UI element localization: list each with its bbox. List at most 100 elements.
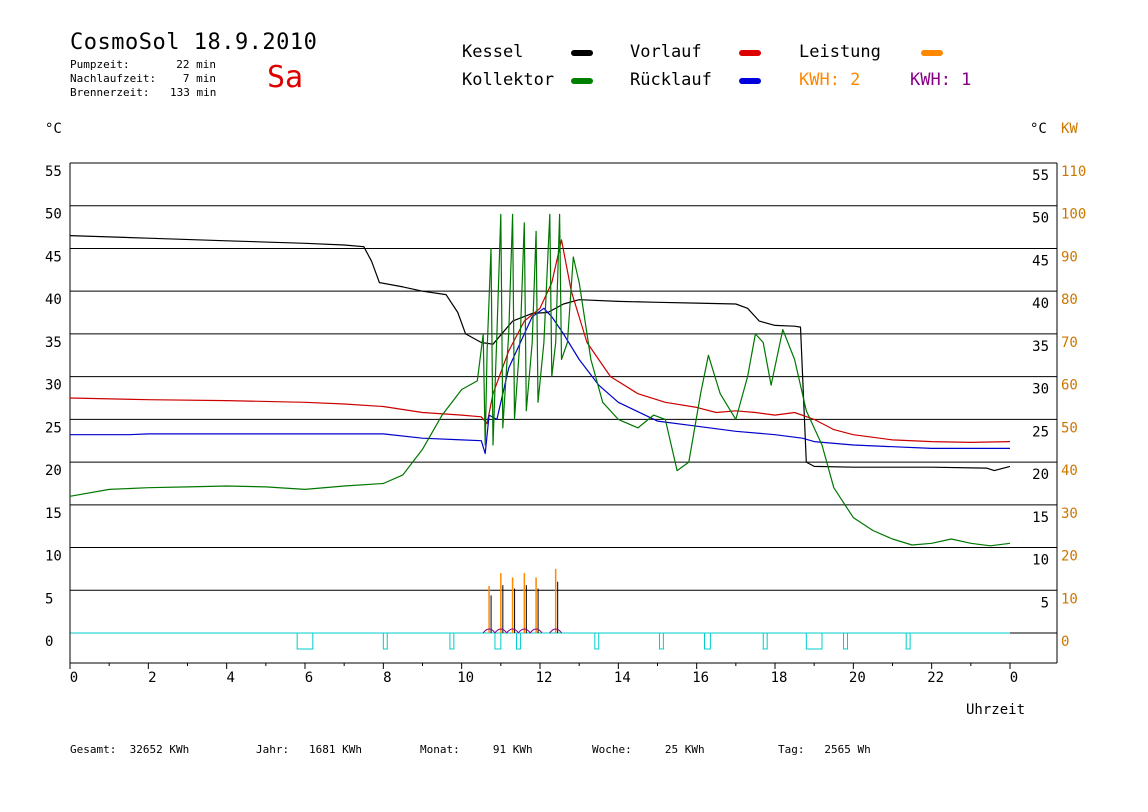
y-right-tick-label: 30 <box>1032 382 1049 398</box>
pump-marker <box>805 632 823 650</box>
y-left-tick-label: 30 <box>45 378 62 394</box>
series-line-kollektor <box>69 213 1011 547</box>
y-right-tick-label: 5 <box>1041 595 1049 611</box>
series-line-ruecklauf <box>70 307 1010 455</box>
y-right-tick-label: 20 <box>1032 467 1049 483</box>
kwh-bump <box>549 628 563 634</box>
pump-marker <box>658 632 664 650</box>
y-right2-tick-label: 70 <box>1061 335 1078 351</box>
legend-kollektor: Kollektor <box>462 70 554 90</box>
y-right2-tick-label: 0 <box>1061 634 1069 650</box>
y-right2-tick-label: 20 <box>1061 549 1078 565</box>
legend-label: Kollektor <box>462 70 555 90</box>
y-right-tick-label: 10 <box>1032 553 1049 569</box>
x-tick-label: 2 <box>148 670 156 686</box>
y-left-tick-label: 10 <box>45 549 62 565</box>
series-line-kessel <box>69 235 1011 472</box>
footer-gesamt: Gesamt: 32652 KWh <box>70 743 189 756</box>
kwh-label-1: KWH: 2 <box>799 70 861 90</box>
footer-jahr: Jahr: 1681 KWh <box>256 743 362 756</box>
x-tick-label: 22 <box>927 670 944 686</box>
info-label: Brennerzeit: <box>70 86 150 99</box>
footer-tag: Tag: 2565 Wh <box>778 743 871 756</box>
info-row-brennerzeit: Brennerzeit: 133 min <box>70 86 216 100</box>
y-left-tick-label: 20 <box>45 463 62 479</box>
info-row-pumpzeit: Pumpzeit: 22 min <box>70 58 216 72</box>
legend-swatch-vorlauf <box>739 50 761 56</box>
day-label: Sa <box>267 60 304 95</box>
y-right-tick-label: 40 <box>1032 296 1049 312</box>
legend-label: Kessel <box>462 42 524 62</box>
y-left-tick-label: 45 <box>45 249 62 265</box>
footer-value: 32652 KWh <box>129 743 190 756</box>
y-right2-tick-label: 60 <box>1061 378 1078 394</box>
y-left-tick-label: 40 <box>45 292 62 308</box>
legend-label: Leistung <box>799 42 881 62</box>
x-tick-label: 20 <box>849 670 866 686</box>
x-tick-label: 12 <box>536 670 553 686</box>
x-tick-label: 0 <box>70 670 78 686</box>
pump-marker <box>516 632 521 650</box>
info-value: 22 min <box>176 58 216 71</box>
pump-marker <box>843 632 848 650</box>
legend-label: Rücklauf <box>630 70 712 90</box>
x-tick-label: 8 <box>383 670 391 686</box>
kwh-bump <box>506 628 519 634</box>
x-tick-label: 18 <box>771 670 788 686</box>
y-right-tick-label: 15 <box>1032 510 1049 526</box>
info-value: 133 min <box>170 86 217 99</box>
x-tick-label: 10 <box>457 670 474 686</box>
footer-label: Monat: <box>420 743 460 756</box>
x-tick-label: 16 <box>692 670 709 686</box>
kwh-bump <box>517 628 531 634</box>
series-line-vorlauf <box>69 239 1011 443</box>
y-right2-unit: KW <box>1061 121 1078 137</box>
legend-leistung: Leistung <box>799 42 881 62</box>
y-right2-tick-label: 100 <box>1061 207 1086 223</box>
y-right-unit: °C <box>1030 121 1047 137</box>
y-right2-tick-label: 10 <box>1061 591 1078 607</box>
y-right2-tick-label: 90 <box>1061 249 1078 265</box>
pump-marker <box>296 632 314 650</box>
pump-marker <box>594 632 600 650</box>
y-left-tick-label: 50 <box>45 207 62 223</box>
y-left-tick-label: 25 <box>45 420 62 436</box>
legend-swatch-kollektor <box>571 78 593 84</box>
y-right2-tick-label: 80 <box>1061 292 1078 308</box>
footer-label: Gesamt: <box>70 743 117 756</box>
info-block: Pumpzeit: 22 min Nachlaufzeit: 7 min Brenn… <box>70 58 216 100</box>
legend-ruecklauf: Rücklauf <box>630 70 712 90</box>
footer-label: Tag: <box>778 743 805 756</box>
y-right2-tick-label: 50 <box>1061 420 1078 436</box>
footer-value: 25 KWh <box>664 743 705 756</box>
footer-label: Woche: <box>592 743 632 756</box>
footer-woche: Woche: 25 KWh <box>592 743 705 756</box>
kwh-bump <box>529 628 543 634</box>
footer-value: 91 KWh <box>492 743 533 756</box>
pump-marker <box>762 632 768 650</box>
footer-monat: Monat: 91 KWh <box>420 743 533 756</box>
pump-marker <box>905 632 911 650</box>
x-tick-label: 14 <box>614 670 631 686</box>
legend-swatch-leistung <box>921 50 943 56</box>
legend-vorlauf: Vorlauf <box>630 42 702 62</box>
x-tick-label: 6 <box>305 670 313 686</box>
x-axis-label: Uhrzeit <box>966 702 1026 718</box>
chart-title: CosmoSol 18.9.2010 <box>70 30 318 55</box>
kwh-bump <box>494 628 508 634</box>
y-right-tick-label: 35 <box>1032 339 1049 355</box>
y-right2-tick-label: 40 <box>1061 463 1078 479</box>
legend-swatch-ruecklauf <box>739 78 761 84</box>
footer-value: 1681 KWh <box>309 743 362 756</box>
legend-label: Vorlauf <box>630 42 702 62</box>
pump-marker <box>494 632 502 650</box>
y-left-tick-label: 15 <box>45 506 62 522</box>
info-label: Pumpzeit: <box>70 58 130 71</box>
info-value: 7 min <box>182 72 216 85</box>
y-left-unit: °C <box>45 121 62 137</box>
legend-kessel: Kessel <box>462 42 523 62</box>
y-left-tick-label: 55 <box>45 164 62 180</box>
footer-value: 2565 Wh <box>824 743 871 756</box>
y-left-tick-label: 5 <box>45 591 53 607</box>
